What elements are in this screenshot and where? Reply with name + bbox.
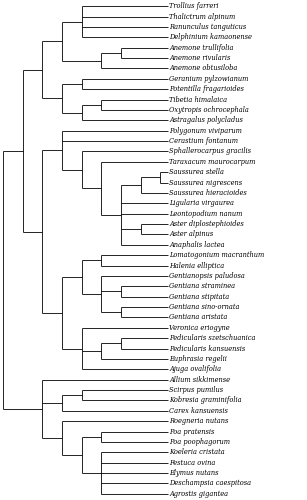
Text: Gentiana straminea: Gentiana straminea: [169, 282, 235, 290]
Text: Aster diplostephioides: Aster diplostephioides: [169, 220, 244, 228]
Text: Cerastium fontanum: Cerastium fontanum: [169, 137, 239, 145]
Text: Ranunculus tanguticus: Ranunculus tanguticus: [169, 23, 247, 31]
Text: Poa poophagorum: Poa poophagorum: [169, 438, 231, 446]
Text: Trollius farreri: Trollius farreri: [169, 2, 219, 10]
Text: Anemone obtusiloba: Anemone obtusiloba: [169, 64, 238, 72]
Text: Gentiana sino-ornata: Gentiana sino-ornata: [169, 303, 240, 311]
Text: Potentilla fragarioides: Potentilla fragarioides: [169, 85, 244, 93]
Text: Sphallerocarpus gracilis: Sphallerocarpus gracilis: [169, 148, 251, 156]
Text: Leontopodium nanum: Leontopodium nanum: [169, 210, 243, 218]
Text: Gentiana aristata: Gentiana aristata: [169, 314, 228, 322]
Text: Geranium pylzowianum: Geranium pylzowianum: [169, 75, 249, 83]
Text: Polygonum viviparum: Polygonum viviparum: [169, 126, 242, 134]
Text: Delphinium kamaonense: Delphinium kamaonense: [169, 34, 252, 42]
Text: Gentiana stipitata: Gentiana stipitata: [169, 292, 230, 300]
Text: Astragalus polycladus: Astragalus polycladus: [169, 116, 243, 124]
Text: Pedicularis kansuensis: Pedicularis kansuensis: [169, 344, 246, 352]
Text: Lomatogonium macranthum: Lomatogonium macranthum: [169, 251, 265, 259]
Text: Tibetia himalaica: Tibetia himalaica: [169, 96, 227, 104]
Text: Kobresia graminifolia: Kobresia graminifolia: [169, 396, 242, 404]
Text: Agrostis gigantea: Agrostis gigantea: [169, 490, 228, 498]
Text: Roegneria nutans: Roegneria nutans: [169, 417, 229, 425]
Text: Aster alpinus: Aster alpinus: [169, 230, 214, 238]
Text: Veronica eriogyne: Veronica eriogyne: [169, 324, 230, 332]
Text: Anemone trullifolia: Anemone trullifolia: [169, 44, 234, 52]
Text: Anemone rivularis: Anemone rivularis: [169, 54, 231, 62]
Text: Ligularia virgaurea: Ligularia virgaurea: [169, 200, 235, 207]
Text: Oxytropis ochrocephala: Oxytropis ochrocephala: [169, 106, 249, 114]
Text: Saussurea stella: Saussurea stella: [169, 168, 224, 176]
Text: Poa pratensis: Poa pratensis: [169, 428, 215, 436]
Text: Carex kansuensis: Carex kansuensis: [169, 407, 228, 415]
Text: Scirpus pumilus: Scirpus pumilus: [169, 386, 223, 394]
Text: Saussurea hieracioides: Saussurea hieracioides: [169, 189, 247, 197]
Text: Saussurea nigrescens: Saussurea nigrescens: [169, 178, 243, 186]
Text: Koeleria cristata: Koeleria cristata: [169, 448, 225, 456]
Text: Thalictrum alpinum: Thalictrum alpinum: [169, 12, 236, 20]
Text: Deschampsia caespitosa: Deschampsia caespitosa: [169, 480, 251, 488]
Text: Euphrasia regelii: Euphrasia regelii: [169, 355, 227, 363]
Text: Gentianopsis paludosa: Gentianopsis paludosa: [169, 272, 245, 280]
Text: Taraxacum maurocarpum: Taraxacum maurocarpum: [169, 158, 256, 166]
Text: Anaphalis lactea: Anaphalis lactea: [169, 241, 225, 249]
Text: Pedicularis szetschuanica: Pedicularis szetschuanica: [169, 334, 256, 342]
Text: Elymus nutans: Elymus nutans: [169, 469, 219, 477]
Text: Allium sikkimense: Allium sikkimense: [169, 376, 231, 384]
Text: Halenia elliptica: Halenia elliptica: [169, 262, 225, 270]
Text: Festuca ovina: Festuca ovina: [169, 458, 216, 466]
Text: Ajuga ovalifolia: Ajuga ovalifolia: [169, 366, 222, 374]
